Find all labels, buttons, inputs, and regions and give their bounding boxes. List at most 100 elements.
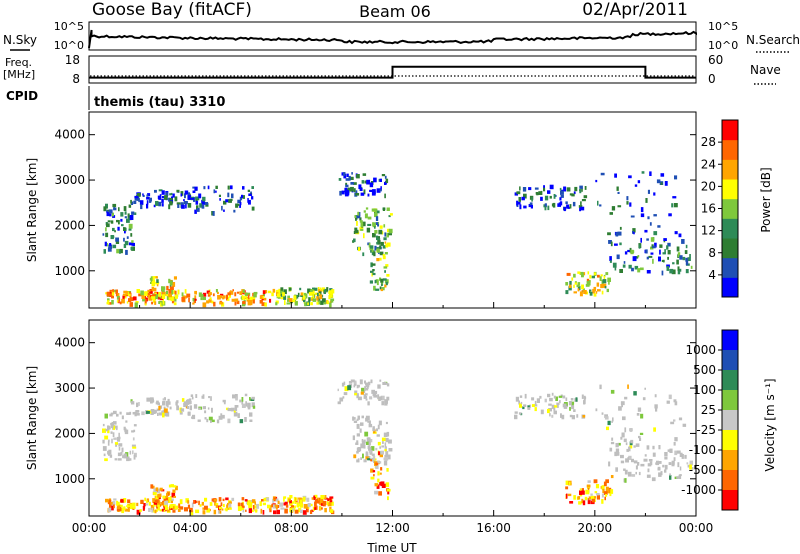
scatter-cell-528 <box>294 301 298 306</box>
scatter-cell-729 <box>380 450 384 455</box>
scatter-cell-785 <box>565 201 568 205</box>
scatter-cell-246 <box>202 510 206 515</box>
scatter-cell-986 <box>597 200 599 206</box>
scatter-cell-761 <box>574 186 578 192</box>
scatter-cell-123 <box>130 401 135 405</box>
scatter-cell-25 <box>104 241 107 247</box>
scatter-cell-359 <box>123 290 127 293</box>
velocity-x-axis: 00:00 04:00 08:00 12:00 16:00 20:00 00:00 <box>72 510 713 535</box>
scatter-cell-337 <box>179 506 184 510</box>
scatter-cell-173 <box>251 196 254 200</box>
scatter-cell-962 <box>595 179 598 183</box>
scatter-cell-340 <box>228 503 232 508</box>
scatter-cell-759 <box>529 202 533 206</box>
scatter-cell-988 <box>673 399 677 403</box>
scatter-cell-106 <box>180 408 185 412</box>
scatter-cell-181 <box>250 191 252 194</box>
scatter-cell-927 <box>650 237 655 242</box>
scatter-cell-568 <box>373 391 377 396</box>
scatter-cell-717 <box>372 269 375 272</box>
scatter-cell-724 <box>381 283 383 286</box>
ytick-label-1: 2000 <box>54 426 85 440</box>
scatter-cell-555 <box>341 382 345 387</box>
scatter-cell-800 <box>589 289 592 294</box>
scatter-cell-160 <box>250 398 255 401</box>
scatter-cell-899 <box>646 445 650 450</box>
scatter-cell-670 <box>382 207 385 211</box>
scatter-cell-379 <box>230 290 232 293</box>
scatter-cell-603 <box>350 182 354 185</box>
scatter-cell-437 <box>164 500 168 505</box>
scatter-cell-736 <box>581 188 583 192</box>
scatter-cell-982 <box>674 401 678 406</box>
scatter-cell-115 <box>138 198 140 203</box>
scatter-cell-735 <box>580 201 582 206</box>
scatter-cell-837 <box>594 491 598 494</box>
vel-cb-label-2: 100 <box>693 383 716 397</box>
colorbar-seg-2 <box>722 370 738 391</box>
scatter-cell-341 <box>108 293 112 297</box>
scatter-cell-43 <box>131 240 134 243</box>
scatter-cell-831 <box>605 486 609 491</box>
freq-tick-high: 18 <box>65 53 80 67</box>
scatter-cell-219 <box>241 497 245 501</box>
scatter-cell-232 <box>226 504 229 509</box>
scatter-cell-787 <box>584 186 587 190</box>
scatter-cell-936 <box>624 251 628 255</box>
scatter-cell-653 <box>357 415 360 420</box>
scatter-cell-5 <box>120 451 123 456</box>
scatter-cell-354 <box>194 291 196 294</box>
scatter-cell-640 <box>379 251 384 256</box>
scatter-cell-720 <box>384 449 387 452</box>
scatter-cell-429 <box>173 495 176 498</box>
scatter-cell-740 <box>573 191 576 195</box>
scatter-cell-985 <box>642 397 646 401</box>
scatter-cell-285 <box>190 510 194 516</box>
scatter-cell-14 <box>107 429 110 434</box>
scatter-cell-74 <box>158 412 163 416</box>
scatter-cell-224 <box>136 289 140 294</box>
scatter-cell-443 <box>291 501 295 504</box>
scatter-cell-652 <box>356 423 360 429</box>
scatter-cell-238 <box>198 500 200 506</box>
scatter-cell-748 <box>534 400 537 406</box>
scatter-cell-521 <box>275 498 279 502</box>
scatter-cell-166 <box>204 202 209 205</box>
scatter-cell-132 <box>150 409 154 412</box>
scatter-cell-779 <box>549 184 554 190</box>
scatter-cell-80 <box>161 190 165 195</box>
nave-label: Nave <box>750 63 781 77</box>
scatter-cell-142 <box>244 403 248 407</box>
scatter-cell-824 <box>609 489 614 494</box>
scatter-cell-85 <box>165 401 170 404</box>
scatter-cell-487 <box>309 510 313 514</box>
ytick-label-0: 1000 <box>54 264 85 278</box>
scatter-cell-288 <box>259 299 263 304</box>
scatter-cell-447 <box>331 501 334 506</box>
scatter-cell-293 <box>245 509 247 512</box>
scatter-cell-73 <box>141 411 145 416</box>
scatter-cell-568 <box>348 187 352 191</box>
scatter-cell-570 <box>345 178 350 181</box>
scatter-cell-449 <box>284 508 288 514</box>
scatter-cell-909 <box>631 267 634 272</box>
scatter-cell-660 <box>354 215 357 219</box>
scatter-cell-601 <box>372 189 376 195</box>
scatter-cell-391 <box>129 504 133 509</box>
scatter-cell-29 <box>109 213 112 217</box>
scatter-cell-983 <box>660 173 665 177</box>
scatter-cell-928 <box>615 443 619 448</box>
scatter-cell-404 <box>150 281 153 284</box>
scatter-cell-50 <box>117 452 122 457</box>
scatter-cell-135 <box>183 401 188 407</box>
scatter-cell-539 <box>284 300 286 305</box>
scatter-cell-304 <box>154 509 157 514</box>
scatter-cell-100 <box>185 203 187 209</box>
scatter-cell-871 <box>678 474 682 479</box>
scatter-cell-857 <box>593 272 597 276</box>
scatter-cell-507 <box>323 289 326 294</box>
colorbar-seg-3 <box>722 390 738 411</box>
scatter-cell-104 <box>158 405 161 410</box>
scatter-cell-243 <box>248 508 252 514</box>
scatter-cell-78 <box>133 200 137 204</box>
